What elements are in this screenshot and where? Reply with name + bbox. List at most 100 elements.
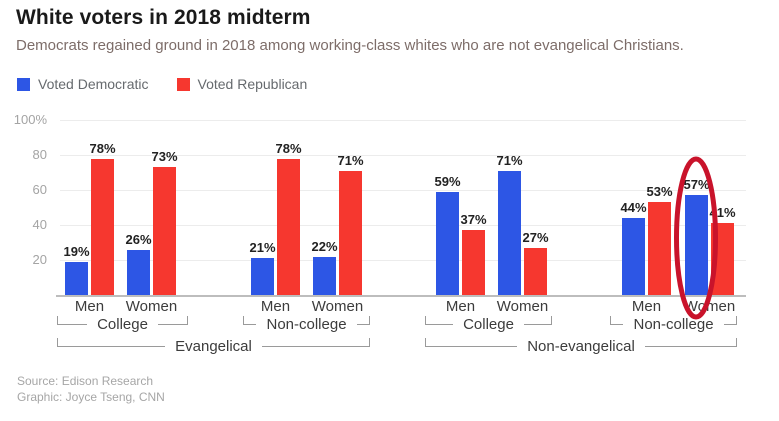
y-axis-tick-label: 100%: [13, 112, 47, 127]
bar-value-label: 57%: [683, 177, 710, 193]
category-label: Women: [496, 298, 549, 315]
bar-voted-democratic: [313, 256, 336, 295]
bar-value-label: 73%: [151, 149, 178, 165]
bar-voted-republican: [648, 202, 671, 295]
bar-voted-republican: [462, 230, 485, 295]
bar-value-label: 21%: [249, 240, 276, 256]
education-bracket: Non-college: [610, 314, 738, 334]
education-bracket: College: [57, 314, 188, 334]
bar-voted-republican: [91, 158, 114, 295]
bar-value-label: 71%: [337, 152, 364, 168]
bracket-tick: [610, 316, 611, 325]
category-label: Women: [125, 298, 178, 315]
gridline: [60, 155, 746, 156]
bracket-line: [644, 345, 738, 347]
y-axis-tick-label: 40: [32, 217, 47, 232]
y-axis-tick-label: 20: [32, 252, 47, 267]
bar-value-label: 59%: [434, 173, 461, 189]
legend-item-republican: Voted Republican: [176, 76, 308, 92]
bar-voted-republican: [339, 170, 362, 295]
religion-bracket-label: Evangelical: [175, 337, 252, 355]
legend-label: Voted Republican: [197, 76, 308, 92]
gridline: [60, 120, 746, 121]
bar-chart: 20 40 60 80 100% 19% 78% Men 26% 73% Women 21% 78% Me…: [0, 108, 779, 370]
category-label: Women: [311, 298, 364, 315]
bracket-line: [157, 323, 188, 325]
y-axis-tick-label: 60: [32, 182, 47, 197]
bracket-line: [425, 323, 454, 325]
gridline: [60, 190, 746, 191]
gridline: [60, 260, 746, 261]
bracket-line: [723, 323, 738, 325]
bar-value-label: 41%: [709, 205, 736, 221]
religion-bracket: Evangelical: [57, 336, 370, 356]
bracket-line: [356, 323, 371, 325]
bar-value-label: 19%: [63, 243, 90, 259]
gridline: [60, 225, 746, 226]
legend-item-democratic: Voted Democratic: [17, 76, 149, 92]
bracket-tick: [369, 316, 370, 325]
bar-value-label: 27%: [522, 229, 549, 245]
bar-value-label: 44%: [620, 200, 647, 215]
bar-value-label: 22%: [311, 238, 338, 254]
page-title: White voters in 2018 midterm: [16, 6, 311, 29]
bar-voted-republican: [524, 247, 547, 295]
bracket-line: [261, 345, 370, 347]
education-bracket-label: College: [97, 315, 148, 333]
bar-value-label: 26%: [125, 231, 152, 247]
religion-bracket: Non-evangelical: [425, 336, 738, 356]
bar-voted-democratic: [251, 258, 274, 295]
religion-bracket-label: Non-evangelical: [527, 337, 635, 355]
bar-voted-democratic: [127, 249, 150, 295]
bar-value-label: 53%: [646, 184, 673, 200]
bar-value-label: 78%: [275, 140, 302, 156]
democratic-swatch-icon: [17, 77, 30, 91]
category-label: Men: [445, 298, 476, 315]
education-bracket-label: Non-college: [633, 315, 714, 333]
republican-swatch-icon: [176, 77, 190, 91]
bar-voted-democratic: [498, 170, 521, 295]
bracket-tick: [736, 338, 737, 347]
bar-voted-republican: [153, 167, 176, 295]
bar-value-label: 37%: [460, 212, 487, 228]
category-label: Men: [631, 298, 662, 315]
bracket-line: [57, 323, 88, 325]
bracket-tick: [425, 316, 426, 325]
bar-voted-republican: [277, 158, 300, 295]
category-label: Women: [683, 298, 736, 315]
bracket-line: [57, 345, 166, 347]
x-axis-baseline: [56, 295, 746, 297]
y-axis-tick-label: 80: [32, 147, 47, 162]
bracket-line: [425, 345, 518, 347]
credit-line: Graphic: Joyce Tseng, CNN: [17, 390, 165, 404]
chart-subtitle: Democrats regained ground in 2018 among …: [16, 37, 684, 54]
legend: Voted Democratic Voted Republican: [17, 76, 307, 92]
bracket-tick: [57, 338, 58, 347]
bar-voted-democratic: [622, 218, 645, 295]
bar-voted-democratic: [65, 261, 88, 295]
bar-voted-democratic: [685, 195, 708, 295]
bracket-tick: [187, 316, 188, 325]
source-line: Source: Edison Research: [17, 374, 154, 388]
bar-value-label: 71%: [496, 152, 523, 168]
category-label: Men: [74, 298, 105, 315]
education-bracket: College: [425, 314, 552, 334]
bracket-tick: [243, 316, 244, 325]
bar-value-label: 78%: [89, 140, 116, 156]
bracket-tick: [551, 316, 552, 325]
bracket-line: [610, 323, 624, 325]
bracket-tick: [425, 338, 426, 347]
education-bracket: Non-college: [243, 314, 371, 334]
bar-voted-republican: [711, 223, 734, 295]
footer: Source: Edison Research Graphic: Joyce T…: [17, 373, 165, 405]
bracket-line: [523, 323, 552, 325]
category-label: Men: [260, 298, 291, 315]
bracket-tick: [369, 338, 370, 347]
bracket-tick: [57, 316, 58, 325]
education-bracket-label: Non-college: [266, 315, 347, 333]
bracket-line: [243, 323, 257, 325]
bar-voted-democratic: [436, 191, 459, 295]
bracket-tick: [736, 316, 737, 325]
legend-label: Voted Democratic: [38, 76, 149, 92]
